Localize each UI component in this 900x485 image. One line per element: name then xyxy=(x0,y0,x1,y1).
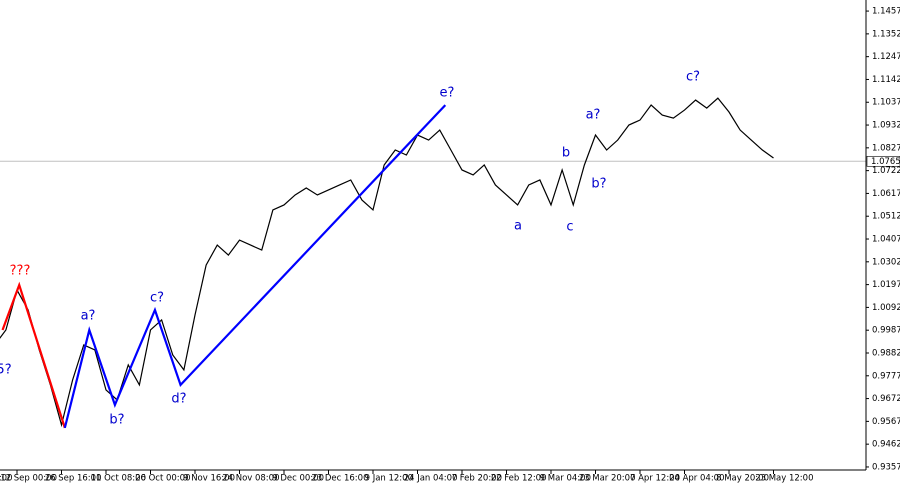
price-line xyxy=(0,97,774,428)
y-tick-label: 1.0512 xyxy=(872,212,900,222)
wave-label: a? xyxy=(586,108,601,123)
y-tick-label: 0.9567 xyxy=(872,417,900,427)
wave-line xyxy=(1,281,66,429)
wave-label: d? xyxy=(171,392,186,407)
wave-label: ??? xyxy=(10,264,31,279)
axes: 1.1457 1.1352 1.1247 1.1142 1.1037 1.0932 1.08… xyxy=(0,7,900,484)
x-tick-label: 26 Oct 00:00 xyxy=(135,474,190,484)
y-tick-label: 1.0827 xyxy=(872,143,900,153)
y-tick-label: 1.0302 xyxy=(872,257,900,267)
y-tick-label: 1.0722 xyxy=(872,166,900,176)
x-tick-label: 24 Jan 04:00 xyxy=(404,474,458,484)
y-tick-label: 0.9882 xyxy=(872,348,900,358)
x-tick-label: 22 Feb 12:00 xyxy=(491,474,547,484)
y-tick-label: 1.0197 xyxy=(872,280,900,290)
wave-label: a? xyxy=(81,309,96,324)
y-tick-label: 1.1142 xyxy=(872,75,900,85)
plot-area: ??? 5? a? b? c? d? e? a b c a? b? c? xyxy=(0,70,866,429)
x-tick-label: 9 Nov 16:00 xyxy=(183,474,235,484)
y-tick-label: 0.9357 xyxy=(872,462,900,472)
wave-label: b? xyxy=(591,177,606,192)
y-tick-label: 1.0617 xyxy=(872,189,900,199)
wave-label: a xyxy=(514,219,522,234)
wave-label: b xyxy=(562,146,570,161)
y-tick-label: 1.0407 xyxy=(872,235,900,245)
current-price-box xyxy=(866,155,900,167)
x-tick-label: 12 Sep 00:00 xyxy=(0,474,57,484)
y-tick-label: 0.9462 xyxy=(872,440,900,450)
x-tick-label: 26 Sep 16:00 xyxy=(45,474,102,484)
wave-label: c? xyxy=(150,291,164,306)
wave-line xyxy=(63,104,447,429)
x-tick-label: 23 May 12:00 xyxy=(755,474,813,484)
current-price-label: 1.0765 xyxy=(871,157,900,167)
y-tick-label: 1.1352 xyxy=(872,29,900,39)
wave-label: c? xyxy=(686,70,700,85)
x-tick-label: 7 Feb 20:00 xyxy=(452,474,502,484)
x-tick-label: 24 Nov 08:00 xyxy=(222,474,279,484)
x-tick-label: 11 Oct 08:00 xyxy=(91,474,146,484)
y-tick-label: 1.1037 xyxy=(872,98,900,108)
x-tick-label: 24 Apr 04:00 xyxy=(669,474,724,484)
y-tick-label: 1.0092 xyxy=(872,303,900,313)
x-tick-label: 9 Jan 12:00 xyxy=(365,474,413,484)
y-tick-label: 0.9777 xyxy=(872,371,900,381)
wave-label: e? xyxy=(440,86,455,101)
x-tick-label: 9 Mar 04:00 xyxy=(540,474,591,484)
y-tick-label: 1.1247 xyxy=(872,52,900,62)
x-tick-label: 9 Dec 00:00 xyxy=(272,474,324,484)
x-tick-label: 23 Dec 16:00 xyxy=(311,474,368,484)
wave-label: c xyxy=(566,220,573,235)
y-tick-label: 0.9987 xyxy=(872,326,900,336)
y-tick-label: 1.0932 xyxy=(872,121,900,131)
y-tick-label: 0.9672 xyxy=(872,394,900,404)
x-tick-label: 8 May 20:00 xyxy=(716,474,769,484)
x-tick-label: 8:00 xyxy=(0,474,13,484)
wave-label: b? xyxy=(109,413,124,428)
y-tick-label: 1.1457 xyxy=(872,7,900,17)
x-tick-label: 7 Apr 12:00 xyxy=(630,474,680,484)
x-tick-label: 23 Mar 20:00 xyxy=(579,474,636,484)
wave-label: 5? xyxy=(0,363,12,378)
